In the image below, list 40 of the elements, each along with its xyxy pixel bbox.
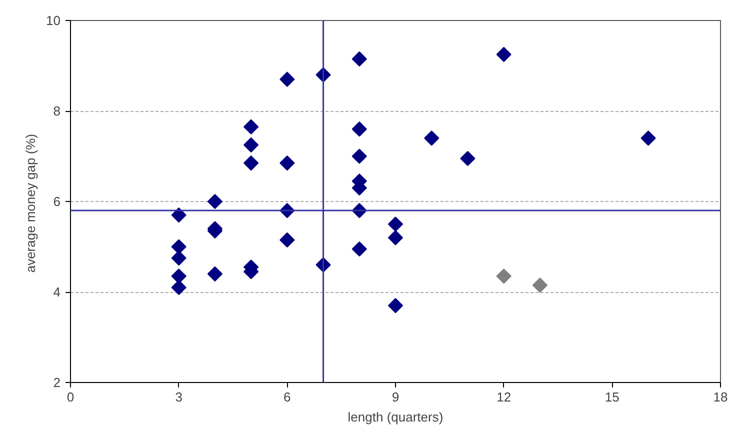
point xyxy=(280,232,295,248)
point xyxy=(460,150,476,166)
point xyxy=(388,230,404,246)
x-axis-title: length (quarters) xyxy=(348,410,444,424)
point xyxy=(171,250,186,266)
point xyxy=(243,119,259,134)
point xyxy=(243,155,259,171)
point xyxy=(207,266,223,282)
point xyxy=(532,278,548,293)
x-tick-label: 3 xyxy=(175,390,182,404)
y-tick-label: 4 xyxy=(53,284,61,300)
y-tick-label: 2 xyxy=(53,375,61,390)
x-tick-label: 0 xyxy=(66,390,74,404)
x-tick-label: 15 xyxy=(604,390,620,404)
x-tick-label: 6 xyxy=(284,390,291,404)
point xyxy=(207,194,223,210)
point xyxy=(352,148,367,164)
point xyxy=(280,155,295,171)
y-tick-label: 8 xyxy=(53,104,61,118)
point xyxy=(171,268,186,284)
point xyxy=(171,208,186,223)
point xyxy=(640,130,656,146)
point xyxy=(171,280,186,296)
x-tick-label: 18 xyxy=(713,390,728,404)
point xyxy=(388,298,404,314)
point xyxy=(496,268,512,284)
point xyxy=(496,46,512,62)
point xyxy=(280,72,295,87)
point xyxy=(352,122,367,137)
point xyxy=(171,239,186,254)
point xyxy=(352,51,367,67)
point xyxy=(424,130,440,146)
point xyxy=(352,241,367,257)
y-axis-title: average money gap (%) xyxy=(23,134,38,273)
y-tick-label: 6 xyxy=(53,194,61,209)
x-tick-label: 9 xyxy=(392,390,400,404)
y-tick-label: 10 xyxy=(46,13,61,28)
point xyxy=(243,137,259,153)
x-tick-label: 12 xyxy=(496,390,512,404)
point xyxy=(388,216,404,232)
